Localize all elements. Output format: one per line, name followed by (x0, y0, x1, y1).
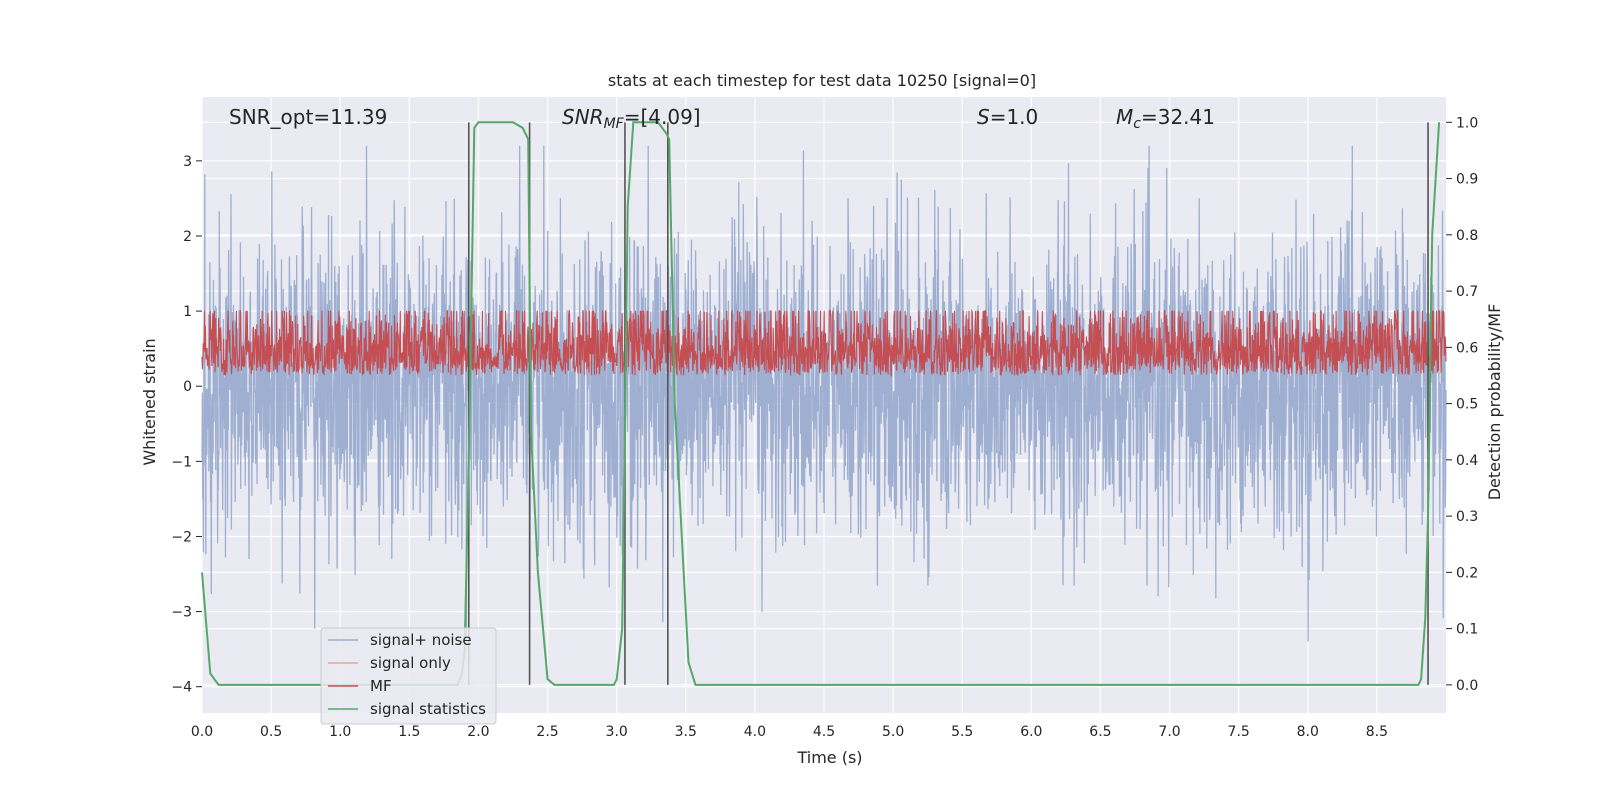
y-tick-label-right: 0.1 (1456, 622, 1478, 638)
x-tick-label: 0.5 (260, 724, 282, 740)
snr-opt-annotation: SNR_opt=11.39 (229, 105, 387, 129)
x-tick-label: 4.0 (744, 724, 766, 740)
snr-mf-main: SNR (562, 105, 604, 129)
x-tick-label: 8.0 (1297, 724, 1319, 740)
x-tick-label: 5.5 (951, 724, 973, 740)
x-tick-label: 5.0 (882, 724, 904, 740)
snr-mf-sub: MF (604, 116, 625, 132)
x-tick-label: 7.5 (1228, 724, 1250, 740)
mc-annotation: Mc=32.41 (1116, 105, 1215, 132)
y-axis-left: −4 −3 −2 −1 0 1 2 3 (171, 154, 202, 696)
chart-title: stats at each timestep for test data 102… (608, 71, 1036, 90)
y-tick-label-right: 0.7 (1456, 284, 1478, 300)
y-tick-label-right: 1.0 (1456, 115, 1478, 131)
x-tick-label: 6.0 (1020, 724, 1042, 740)
y-tick-label-left: −2 (171, 529, 192, 545)
x-tick-label: 7.0 (1158, 724, 1180, 740)
mf-series (201, 309, 1447, 378)
y-tick-label-right: 0.6 (1456, 340, 1478, 356)
snr-mf-annotation: SNRMF=[4.09] (562, 105, 701, 132)
y-tick-label-right: 0.5 (1456, 397, 1478, 413)
legend-label-signal-only: signal only (370, 654, 451, 672)
y-tick-label-left: −4 (171, 680, 192, 696)
y-axis-right-title: Detection probability/MF (1485, 304, 1504, 501)
legend-label-signal-statistics: signal statistics (370, 700, 486, 718)
mc-value: =32.41 (1141, 105, 1215, 129)
x-tick-label: 0.0 (191, 724, 213, 740)
x-axis: 0.0 0.5 1.0 1.5 2.0 2.5 3.0 3.5 4.0 4.5 5.0 5.5 6.0 6… (191, 724, 1388, 740)
snr-mf-value: =[4.09] (624, 105, 701, 129)
mf-line (201, 309, 1447, 378)
x-tick-label: 3.5 (675, 724, 697, 740)
x-tick-label: 4.5 (813, 724, 835, 740)
s-value: =1.0 (990, 105, 1039, 129)
y-tick-label-right: 0.2 (1456, 565, 1478, 581)
y-axis-right: 0.0 0.1 0.2 0.3 0.4 0.5 0.6 0.7 0.8 0.9 1.0 (1446, 115, 1478, 694)
x-tick-label: 1.0 (329, 724, 351, 740)
legend-label-mf: MF (370, 677, 392, 695)
x-axis-title: Time (s) (796, 748, 862, 767)
x-tick-label: 6.5 (1089, 724, 1111, 740)
y-tick-label-left: −3 (171, 605, 192, 621)
legend: signal+ noise signal only MF signal stat… (320, 627, 497, 725)
x-tick-label: 2.0 (467, 724, 489, 740)
y-tick-label-left: 0 (183, 379, 192, 395)
legend-label-signal-noise: signal+ noise (370, 631, 472, 649)
x-tick-label: 3.0 (606, 724, 628, 740)
y-tick-label-right: 0.8 (1456, 228, 1478, 244)
x-tick-label: 2.5 (536, 724, 558, 740)
y-tick-label-right: 0.0 (1456, 678, 1478, 694)
y-tick-label-left: 2 (183, 229, 192, 245)
x-tick-label: 1.5 (398, 724, 420, 740)
x-tick-label: 8.5 (1366, 724, 1388, 740)
y-tick-label-right: 0.9 (1456, 172, 1478, 188)
y-tick-label-left: 1 (183, 304, 192, 320)
y-tick-label-right: 0.3 (1456, 509, 1478, 525)
y-tick-label-left: 3 (183, 154, 192, 170)
mc-sub: c (1133, 116, 1141, 132)
y-axis-left-title: Whitened strain (140, 338, 159, 465)
s-main: S (977, 105, 990, 129)
y-tick-label-left: −1 (171, 454, 192, 470)
s-annotation: S=1.0 (977, 105, 1038, 129)
mc-main: M (1116, 105, 1133, 129)
y-tick-label-right: 0.4 (1456, 453, 1478, 469)
legend-box (320, 627, 497, 725)
